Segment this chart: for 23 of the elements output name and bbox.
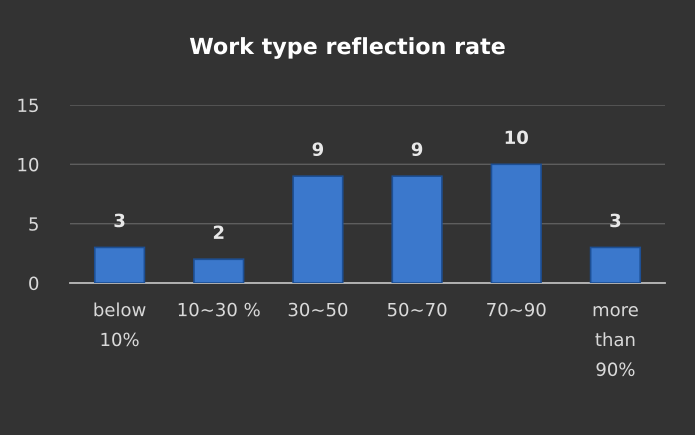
- x-tick-label: below 10%: [94, 302, 146, 346]
- y-tick-label: 10: [18, 158, 38, 172]
- data-label: 2: [214, 225, 224, 239]
- y-tick-label: 15: [18, 98, 38, 112]
- data-label: 3: [610, 214, 620, 228]
- x-tick-label: 70~90: [487, 302, 546, 316]
- data-label: 9: [412, 142, 422, 156]
- data-label: 10: [506, 130, 528, 144]
- bar: [193, 258, 244, 283]
- bar: [391, 175, 443, 283]
- chart-title: Work type reflection rate: [190, 37, 505, 59]
- bar: [292, 175, 344, 283]
- x-tick-label: 30~50: [288, 302, 348, 316]
- x-tick-label: 10~30 %: [178, 302, 260, 316]
- bar: [490, 164, 542, 283]
- bar: [590, 246, 642, 283]
- bar: [94, 246, 146, 283]
- x-tick-label: more than 90%: [594, 306, 638, 376]
- y-tick-label: 0: [29, 276, 38, 290]
- data-label: 9: [312, 142, 324, 156]
- x-tick-label: 50~70: [388, 302, 446, 316]
- y-tick-label: 5: [29, 217, 38, 231]
- data-label: 3: [114, 214, 124, 228]
